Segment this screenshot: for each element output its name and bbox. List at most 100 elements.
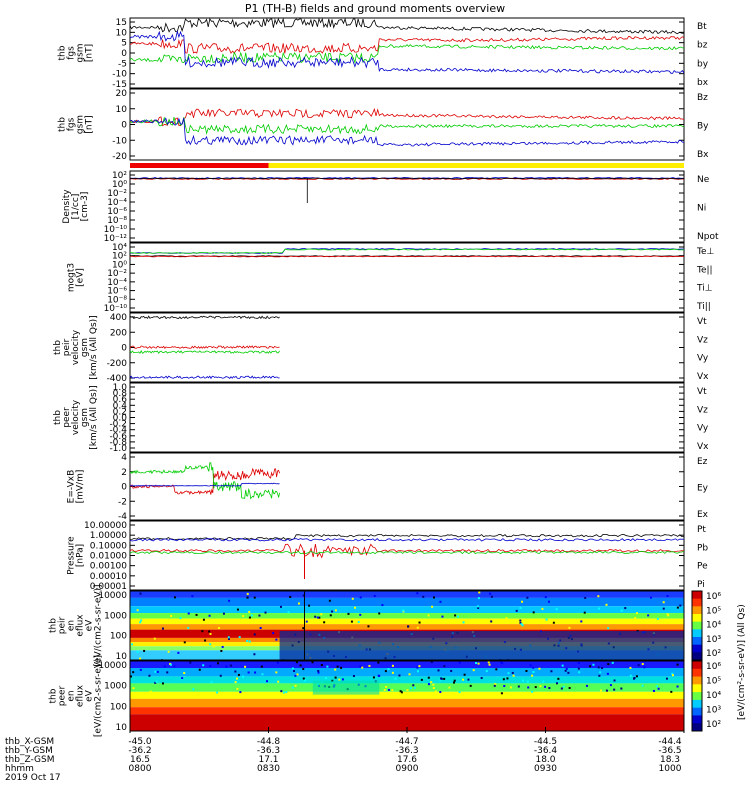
series-line-Ti-par: [129, 248, 685, 254]
spectrogram-speckle: [384, 670, 387, 673]
y-axis-label: [nT]: [85, 44, 95, 62]
panel-8: Pressure [nPa] 10.000001.000000.100000.010…: [67, 520, 708, 592]
colorbar-label: 10⁵: [706, 606, 721, 616]
spectrogram-speckle: [458, 661, 461, 664]
spectrogram-speckle: [136, 650, 139, 653]
y-axis-label: thb: [53, 410, 63, 425]
y-tick-label: 0.8: [113, 389, 128, 399]
y-tick-label: -0.2: [109, 420, 127, 430]
spectrogram-speckle: [280, 690, 283, 693]
spectrogram-speckle: [169, 663, 172, 666]
spectrogram-speckle: [377, 661, 380, 664]
spectrogram-speckle: [427, 676, 430, 679]
legend-entry: Vz: [697, 335, 708, 345]
spectrogram-speckle: [351, 597, 354, 600]
y-tick-label: 10⁻⁴: [107, 198, 127, 208]
spectrogram-speckle: [662, 601, 665, 604]
panel-frame: [129, 382, 685, 453]
spectrogram-speckle: [600, 689, 603, 692]
spectrogram-speckle: [652, 689, 655, 692]
spectrogram-speckle: [209, 632, 212, 635]
spectrogram-speckle: [647, 614, 650, 617]
panel-6: thb peer velocity gsm [km/s (All Qs)] 1.00.80…: [53, 382, 709, 454]
spectrogram-speckle: [568, 687, 571, 690]
y-tick-label: 0.00010: [90, 572, 127, 582]
series-line-Pt: [129, 533, 685, 541]
spectrogram-speckle: [487, 661, 490, 664]
spectrogram-speckle: [636, 612, 639, 615]
spectrogram-speckle: [515, 609, 518, 612]
spectrogram-speckle: [246, 592, 249, 595]
spectrogram-speckle: [299, 664, 302, 667]
legend-entry: Vz: [697, 405, 708, 415]
spectrogram-speckle: [526, 680, 529, 683]
orbit-value: 16.5: [130, 755, 150, 765]
y-tick-label: -10: [112, 136, 127, 146]
orbit-row-label: hhmm: [5, 764, 34, 774]
spectrogram-speckle: [544, 596, 547, 599]
spectrogram-speckle: [359, 665, 362, 668]
spectrogram-speckle: [503, 684, 506, 687]
legend-entry: Vt: [697, 387, 707, 397]
legend-entry: Pt: [697, 525, 706, 535]
spectrogram-speckle: [156, 670, 159, 673]
spectrogram-band: [130, 624, 684, 630]
spectrogram-band: [130, 691, 684, 699]
spectrogram-speckle: [191, 595, 194, 598]
spectrogram-speckle: [291, 686, 294, 689]
spectrogram-speckle: [526, 596, 529, 599]
spectrogram-speckle: [308, 604, 311, 607]
y-axis-label: eV: [85, 619, 95, 632]
y-tick-label: 10⁻⁸: [107, 295, 127, 305]
y-axis-label: [eV/(cm2-s-sr-eV)]: [94, 584, 104, 666]
spectrogram-speckle: [458, 691, 461, 694]
spectrogram-speckle: [472, 669, 475, 672]
spectrogram-speckle: [260, 665, 263, 668]
spectrogram-speckle: [671, 674, 674, 677]
spectrogram-speckle: [557, 677, 560, 680]
y-tick-label: -0.6: [109, 432, 127, 442]
spectrogram-speckle: [236, 677, 239, 680]
spectrogram-speckle: [416, 666, 419, 669]
legend-entry: by: [697, 59, 709, 69]
spectrogram-speckle: [578, 618, 581, 621]
spectrogram-speckle: [161, 627, 164, 630]
orbit-value: -36.5: [658, 746, 681, 756]
series-line-By: [129, 116, 685, 135]
series-line-bz: [129, 36, 685, 54]
y-tick-label: 5: [121, 39, 127, 49]
spectrogram-speckle: [507, 672, 510, 675]
y-axis-label: gsm: [76, 43, 86, 62]
spectrogram-speckle: [314, 615, 317, 618]
y-tick-label: 0: [121, 121, 127, 131]
spectrogram-speckle: [338, 678, 341, 681]
spectrogram-speckle: [529, 664, 532, 667]
spectrogram-speckle: [416, 626, 419, 629]
colorbar-segment: [692, 652, 702, 661]
spectrogram-speckle: [253, 653, 256, 656]
spectrogram-speckle: [187, 612, 190, 615]
y-axis-label: thb: [49, 688, 59, 703]
spectrogram-speckle: [662, 607, 665, 610]
y-tick-label: 20: [116, 89, 128, 99]
spectrogram-speckle: [592, 663, 595, 666]
spectrogram-speckle: [532, 671, 535, 674]
y-axis-label: Density: [62, 189, 72, 224]
series-line-Pi: [129, 538, 685, 542]
spectrogram-speckle: [416, 670, 419, 673]
spectrogram-speckle: [320, 613, 323, 616]
spectrogram-speckle: [541, 607, 544, 610]
spectrogram-speckle: [613, 679, 616, 682]
series-line-Ni: [129, 177, 685, 180]
spectrogram-speckle: [208, 630, 211, 633]
spectrogram-region: [312, 680, 380, 695]
y-axis-label: mogt3: [67, 263, 77, 292]
spectrogram-speckle: [241, 675, 244, 678]
y-tick-label: 0.6: [113, 395, 128, 405]
spectrogram-speckle: [291, 667, 294, 670]
spectrogram-speckle: [209, 665, 212, 668]
colorbar-segment: [692, 676, 702, 685]
spectrogram-speckle: [296, 673, 299, 676]
panel-2: thb fgs gsm [nT] 20 10 0 -10 -20 Bz By Bx: [58, 88, 709, 162]
